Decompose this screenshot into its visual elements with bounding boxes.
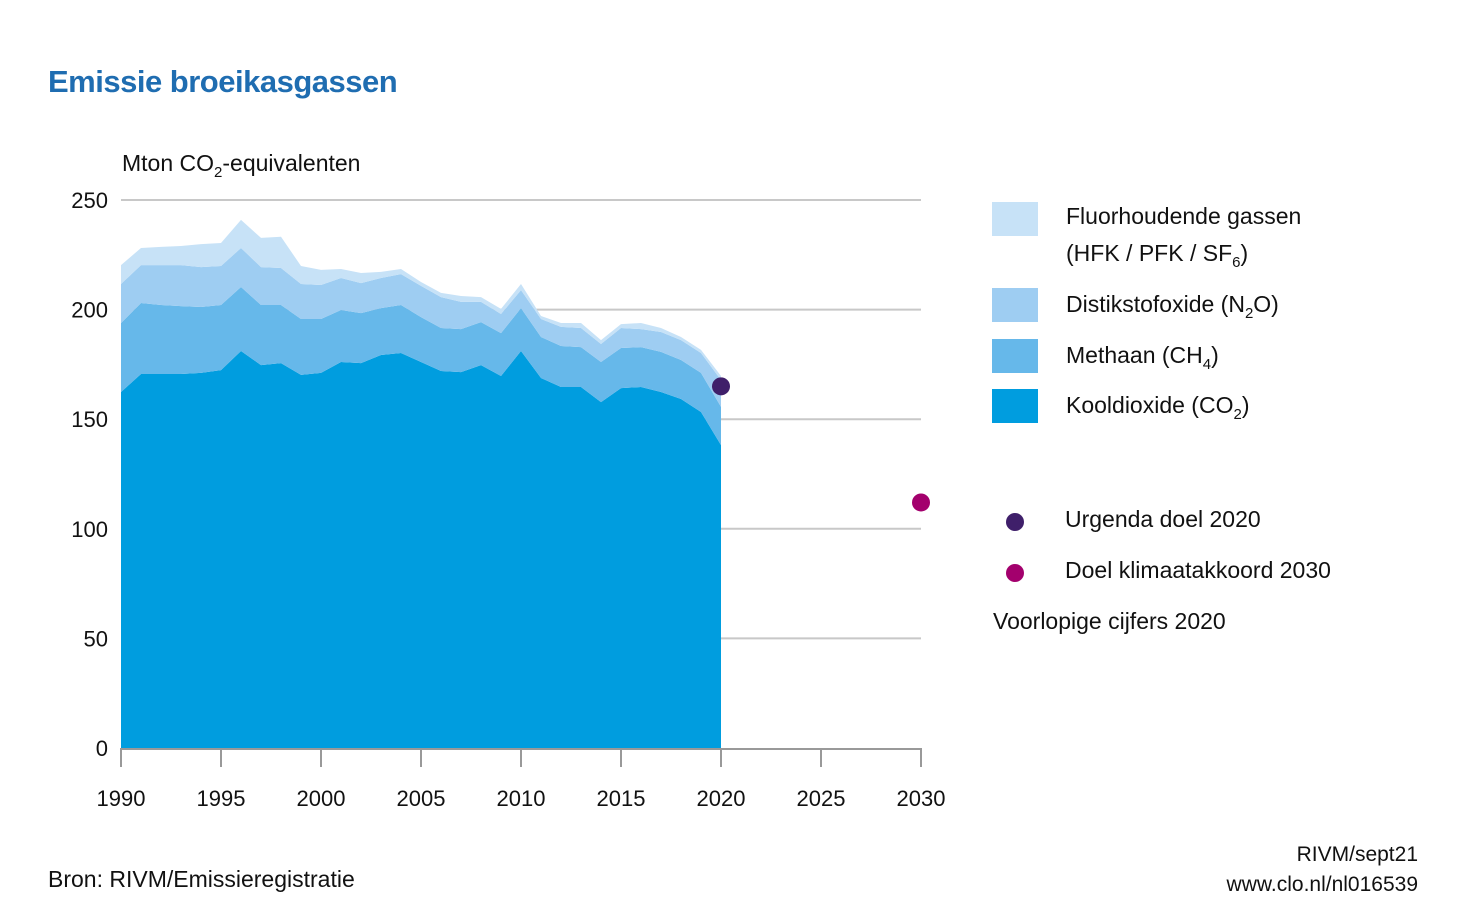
legend-swatch-n2o	[992, 288, 1038, 322]
legend-swatch-co2	[992, 389, 1038, 423]
y-axis-unit-label: Mton CO2-equivalenten	[122, 150, 360, 181]
area-f	[121, 219, 721, 380]
area-co2	[121, 351, 721, 748]
area-n2o	[121, 248, 721, 407]
x-axis-tick-labels: 1990 1995 2000 2005 2010 2015 2020 2025 2030	[97, 786, 946, 811]
credit: RIVM/sept21 www.clo.nl/nl016539	[1227, 840, 1418, 900]
y-tick-label-200: 200	[71, 298, 108, 323]
legend-label-n2o: Distikstofoxide (N2O)	[1066, 291, 1279, 322]
target-point-2030	[912, 493, 930, 512]
target-points	[712, 377, 930, 512]
x-tick-label-1995: 1995	[197, 786, 246, 811]
target-point-2020	[712, 377, 730, 396]
x-tick-label-2030: 2030	[897, 786, 946, 811]
legend-marker-urgenda	[1006, 513, 1024, 531]
chart-title: Emissie broeikasgassen	[48, 64, 398, 99]
legend-label-ch4: Methaan (CH4)	[1066, 342, 1219, 373]
y-tick-label-150: 150	[71, 407, 108, 432]
y-tick-label-100: 100	[71, 517, 108, 542]
unit-label-subscript: 2	[214, 164, 223, 181]
x-tick-label-2010: 2010	[497, 786, 546, 811]
legend-swatch-fluorinated	[992, 202, 1038, 236]
legend-label-urgenda: Urgenda doel 2020	[1065, 506, 1261, 532]
legend-label-klimaatakkoord: Doel klimaatakkoord 2030	[1065, 557, 1331, 583]
y-tick-label-0: 0	[96, 736, 108, 761]
legend-label-co2: Kooldioxide (CO2)	[1066, 392, 1250, 423]
x-tick-label-1990: 1990	[97, 786, 146, 811]
area-ch4	[121, 287, 721, 446]
source-note: Bron: RIVM/Emissieregistratie	[48, 866, 355, 892]
unit-label-suffix: -equivalenten	[222, 150, 361, 176]
area-series	[121, 219, 721, 748]
y-axis-tick-labels: 0 50 100 150 200 250	[71, 188, 108, 761]
y-tick-label-50: 50	[84, 626, 108, 651]
x-tick-label-2000: 2000	[297, 786, 346, 811]
legend-marker-klimaatakkoord	[1006, 564, 1024, 582]
x-tick-label-2015: 2015	[597, 786, 646, 811]
y-tick-label-250: 250	[71, 188, 108, 213]
legend-label-fluorinated: Fluorhoudende gassen (HFK / PFK / SF6)	[1066, 203, 1302, 271]
x-axis	[120, 748, 922, 767]
credit-date: RIVM/sept21	[1296, 843, 1418, 866]
legend-swatch-ch4	[992, 339, 1038, 373]
x-tick-label-2005: 2005	[397, 786, 446, 811]
provisional-figures-note: Voorlopige cijfers 2020	[993, 608, 1226, 634]
credit-url: www.clo.nl/nl016539	[1226, 873, 1418, 896]
x-tick-label-2020: 2020	[697, 786, 746, 811]
x-tick-label-2025: 2025	[797, 786, 846, 811]
unit-label-text: Mton CO	[122, 150, 215, 176]
